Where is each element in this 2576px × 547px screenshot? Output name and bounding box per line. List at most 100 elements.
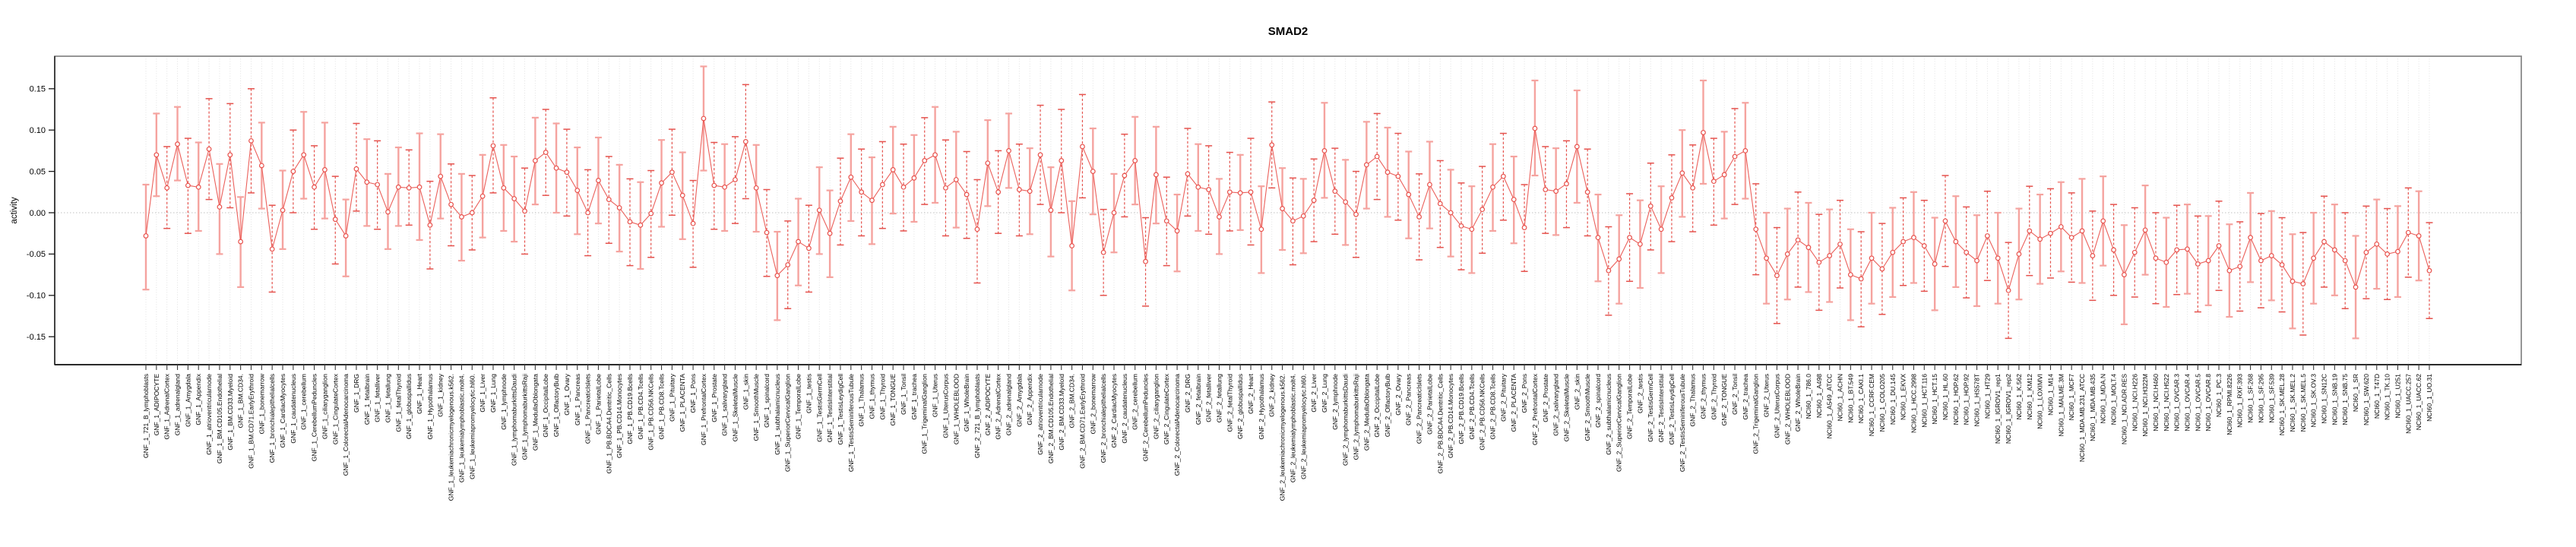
data-point-marker: [1080, 144, 1085, 150]
x-tick-label: GNF_1_TestisGermCell: [815, 374, 823, 442]
data-point-marker: [1805, 245, 1812, 251]
x-tick-label: GNF_2_Thyroid: [1710, 374, 1717, 420]
x-tick-label: NCI60_1_A549_ATCC: [1826, 374, 1834, 438]
data-point-marker: [227, 152, 233, 158]
x-tick-label: GNF_2_ColorectalAdenocarcinoma: [1173, 374, 1181, 476]
x-tick-label: NCI60_1_HT29: [1983, 374, 1991, 419]
x-tick-label: GNF_2_WholeBrain: [1794, 374, 1802, 432]
y-tick-label: 0.05: [30, 167, 46, 176]
data-point-marker: [2311, 255, 2317, 261]
x-tick-label: NCI60_1_UACC.257: [2404, 374, 2412, 434]
data-point-marker: [974, 226, 980, 232]
x-tick-label: GNF_1_OlfactoryBulb: [552, 374, 560, 437]
data-point-marker: [869, 198, 875, 204]
x-tick-label: GNF_2_Lung: [1321, 374, 1328, 413]
x-tick-label: NCI60_1_TK.10: [2384, 374, 2391, 420]
x-tick-label: GNF_2_SkeletalMuscle: [1562, 374, 1570, 442]
x-tick-label: GNF_1_TestisSeminiferousTubule: [847, 374, 855, 472]
data-point-marker: [143, 233, 149, 239]
x-tick-label: GNF_1_bronchialepithelialcells: [268, 374, 276, 463]
data-point-marker: [585, 210, 591, 216]
x-tick-label: GNF_1_MedullaOblongata: [531, 374, 539, 451]
data-point-marker: [1995, 255, 2001, 261]
error-bar: [163, 146, 171, 229]
x-tick-label: NCI60_1_U251: [2394, 374, 2401, 419]
x-tick-label: GNF_2_Pituitary: [1499, 373, 1507, 422]
x-tick-label: NCI60_1_EKVX: [1900, 374, 1907, 420]
x-tick-label: GNF_2_fetalliver: [1205, 374, 1213, 422]
data-point-marker: [2079, 228, 2085, 234]
data-point-marker: [522, 208, 527, 214]
x-tick-label: GNF_2_spinalcord: [1594, 374, 1602, 428]
x-tick-label: GNF_2_PB.CD19.Bcells: [1457, 374, 1465, 444]
data-point-marker: [1816, 259, 1822, 265]
x-tick-label: GNF_2_Heart: [1247, 373, 1255, 414]
data-point-marker: [638, 222, 644, 228]
x-tick-label: GNF_1_Lung: [489, 374, 497, 413]
x-tick-label: NCI60_1_LOXIMVI: [2036, 374, 2044, 429]
x-tick-label: GNF_1_Prostate: [710, 374, 718, 422]
x-tick-label: GNF_1_lymphomaburkittsDaudi: [511, 374, 518, 466]
data-point-marker: [2100, 218, 2106, 224]
data-point-marker: [1163, 218, 1169, 224]
x-tick-label: NCI60_1_CAKI.1: [1857, 374, 1865, 423]
data-point-marker: [1837, 241, 1843, 247]
x-tick-label: GNF_1_Amygdala: [184, 374, 191, 427]
x-tick-label: GNF_2_SmoothMuscle: [1584, 374, 1591, 441]
x-tick-label: GNF_1_PB.CD19.Bcells: [626, 374, 634, 444]
x-tick-label: GNF_1_Thyroid: [878, 374, 886, 420]
data-point-marker: [1100, 249, 1106, 255]
x-tick-label: GNF_2_salivarygland: [1552, 374, 1560, 436]
data-point-marker: [2416, 233, 2422, 239]
data-point-marker: [1574, 144, 1580, 150]
data-point-marker: [2342, 258, 2348, 264]
x-tick-label: GNF_1_Appendix: [195, 373, 202, 425]
data-point-marker: [679, 192, 685, 198]
data-point-marker: [1742, 147, 1748, 153]
x-tick-label: GNF_2_Thalamus: [1689, 374, 1697, 426]
data-point-marker: [364, 179, 370, 185]
x-tick-label: GNF_1_SkeletalMuscle: [731, 374, 739, 442]
data-point-marker: [2268, 253, 2274, 258]
data-point-marker: [2153, 255, 2159, 261]
x-tick-label: GNF_1_PrefrontalCortex: [700, 373, 707, 445]
data-point-marker: [879, 182, 885, 188]
series-polyline: [145, 118, 2430, 292]
data-point-marker: [1564, 181, 1569, 187]
x-tick-label: GNF_2_PrefrontalCortex: [1531, 373, 1539, 445]
data-point-marker: [796, 239, 801, 245]
x-tick-label: NCI60_1_BT.549: [1847, 374, 1854, 423]
x-tick-label: GNF_1_skin: [742, 374, 749, 410]
x-tick-label: GNF_2_BM.CD71.EarlyErythroid: [1078, 374, 1086, 469]
x-tick-label: NCI60_1_PC.3: [2215, 374, 2223, 417]
x-tick-label: GNF_1_SuperiorCervicalGanglion: [784, 374, 792, 472]
x-tick-label: GNF_2_Prostate: [1542, 374, 1549, 422]
data-point-marker: [985, 160, 991, 166]
data-point-marker: [1900, 239, 1906, 245]
x-tick-label: GNF_1_TestisInterstitial: [826, 374, 834, 442]
data-point-marker: [1584, 189, 1590, 195]
x-tick-label: NCI60_1_OVCAR.5: [2194, 374, 2201, 432]
data-point-marker: [616, 205, 622, 210]
data-point-marker: [1690, 185, 1696, 191]
data-point-marker: [1248, 189, 1254, 195]
data-point-marker: [1300, 213, 1306, 219]
data-point-marker: [2037, 236, 2043, 242]
x-tick-label: NCI60_1_HS578T: [1973, 374, 1981, 426]
error-bar: [311, 145, 318, 230]
data-point-marker: [375, 182, 381, 188]
error-bar: [1015, 143, 1023, 237]
data-point-marker: [1921, 243, 1927, 248]
data-point-marker: [427, 222, 433, 228]
data-point-marker: [1174, 228, 1180, 234]
data-point-marker: [596, 178, 601, 183]
data-point-marker: [269, 246, 275, 252]
x-tick-label: GNF_2_fetallung: [1215, 374, 1223, 423]
x-tick-label: GNF_2_testis: [1636, 374, 1644, 413]
data-point-marker: [532, 158, 538, 163]
x-tick-label: GNF_2_skin: [1573, 374, 1581, 410]
x-tick-label: GNF_2_PB.CD56.NKCells: [1479, 374, 1486, 451]
x-tick-label: NCI60_1_MDA.MB.231_ATCC: [2078, 374, 2086, 462]
x-tick-label: GNF_2_ParietalLobe: [1426, 374, 1433, 435]
x-tick-label: GNF_2_cerebellum: [1131, 374, 1139, 430]
